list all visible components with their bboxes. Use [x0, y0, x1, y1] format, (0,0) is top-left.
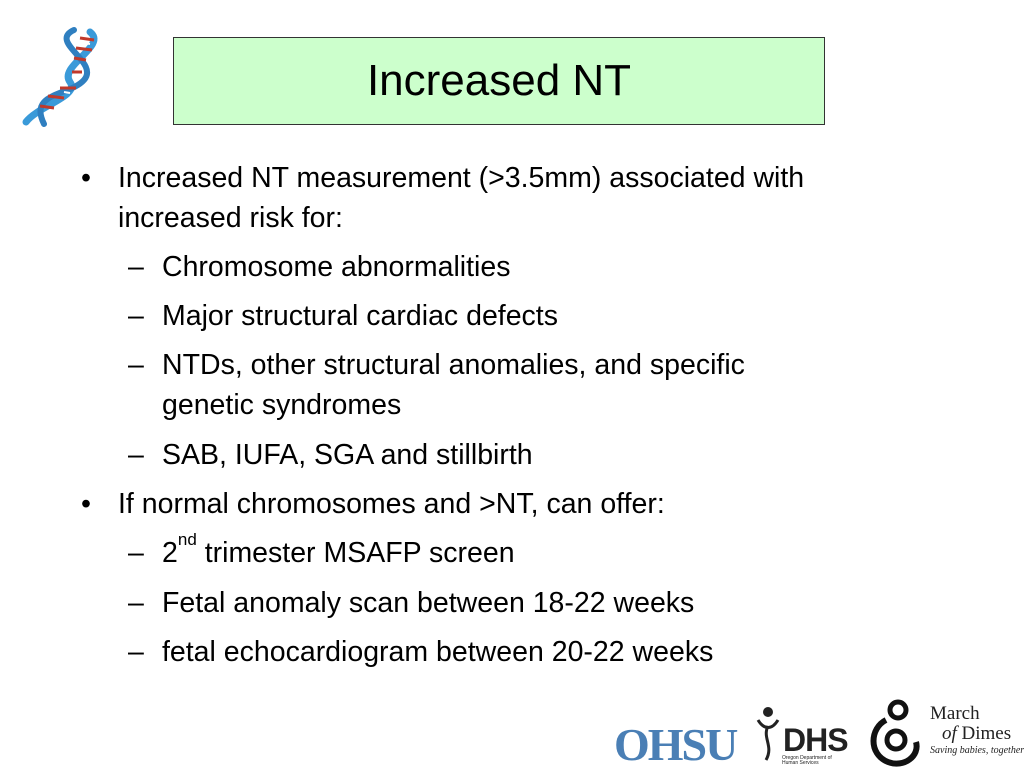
sub-bullet-rest: trimester MSAFP screen: [196, 537, 515, 569]
sub-bullet-mark: –: [128, 587, 144, 619]
sub-bullet-item: – SAB, IUFA, SGA and stillbirth: [128, 435, 533, 475]
bullet-text-line: Increased NT measurement (>3.5mm) associ…: [118, 162, 805, 194]
sub-bullet-text: Fetal anomaly scan between 18-22 weeks: [162, 587, 695, 619]
sub-bullet-mark: –: [128, 636, 144, 668]
sub-bullet-text: NTDs, other structural anomalies, and sp…: [162, 349, 745, 381]
sub-bullet-mark: –: [128, 349, 144, 381]
mod-tagline: Saving babies, together: [930, 745, 1024, 756]
bullet-mark: •: [81, 162, 91, 194]
sub-bullet-text: genetic syndromes: [162, 389, 402, 421]
mod-of-text: of: [942, 723, 957, 744]
sub-bullet-mark: –: [128, 537, 144, 569]
mod-dimes-word: Dimes: [961, 723, 1012, 744]
mod-dimes-text: of Dimes: [942, 724, 1011, 743]
sponsor-logos: OHSU DHS Oregon Department of Human Serv…: [612, 694, 1024, 768]
bullet-text-line: If normal chromosomes and >NT, can offer…: [118, 488, 665, 520]
bullet-item: • Increased NT measurement (>3.5mm) asso…: [81, 158, 805, 238]
sub-bullet-text: fetal echocardiogram between 20-22 weeks: [162, 636, 714, 668]
bullet-item: • If normal chromosomes and >NT, can off…: [81, 484, 665, 524]
sub-bullet-mark: –: [128, 251, 144, 283]
slide-title: Increased NT: [366, 56, 632, 105]
bullet-mark: •: [81, 488, 91, 520]
ordinal-suffix: nd: [177, 530, 197, 549]
sub-bullet-item: – Major structural cardiac defects: [128, 296, 558, 336]
title-box: Increased NT: [173, 37, 825, 125]
sub-bullet-item: – fetal echocardiogram between 20-22 wee…: [128, 632, 714, 672]
sub-bullet-item: – NTDs, other structural anomalies, and …: [128, 345, 745, 425]
sub-bullet-item: – 2nd trimester MSAFP screen: [128, 530, 515, 573]
dhs-logo-subtitle: Oregon Department of Human Services: [782, 755, 832, 766]
ohsu-logo: OHSU: [614, 719, 738, 770]
dhs-logo: DHS: [783, 722, 849, 758]
march-of-dimes-mother-child-icon: [870, 699, 920, 767]
sub-bullet-text: Major structural cardiac defects: [162, 300, 558, 332]
sub-bullet-mark: –: [128, 439, 144, 471]
sub-bullet-item: – Fetal anomaly scan between 18-22 weeks: [128, 583, 695, 623]
bullet-text-line: increased risk for:: [118, 202, 343, 234]
ordinal-number: 2: [162, 537, 178, 569]
dhs-figure-icon: [756, 707, 780, 761]
slide-content: • Increased NT measurement (>3.5mm) asso…: [81, 158, 805, 672]
sub-bullet-item: – Chromosome abnormalities: [128, 247, 511, 287]
dna-helix-icon: [22, 27, 98, 127]
sub-bullet-text: 2nd trimester MSAFP screen: [162, 530, 515, 573]
mod-march-text: March: [930, 703, 980, 724]
sub-bullet-text: Chromosome abnormalities: [162, 251, 511, 283]
sub-bullet-text: SAB, IUFA, SGA and stillbirth: [162, 439, 533, 471]
sub-bullet-mark: –: [128, 300, 144, 332]
